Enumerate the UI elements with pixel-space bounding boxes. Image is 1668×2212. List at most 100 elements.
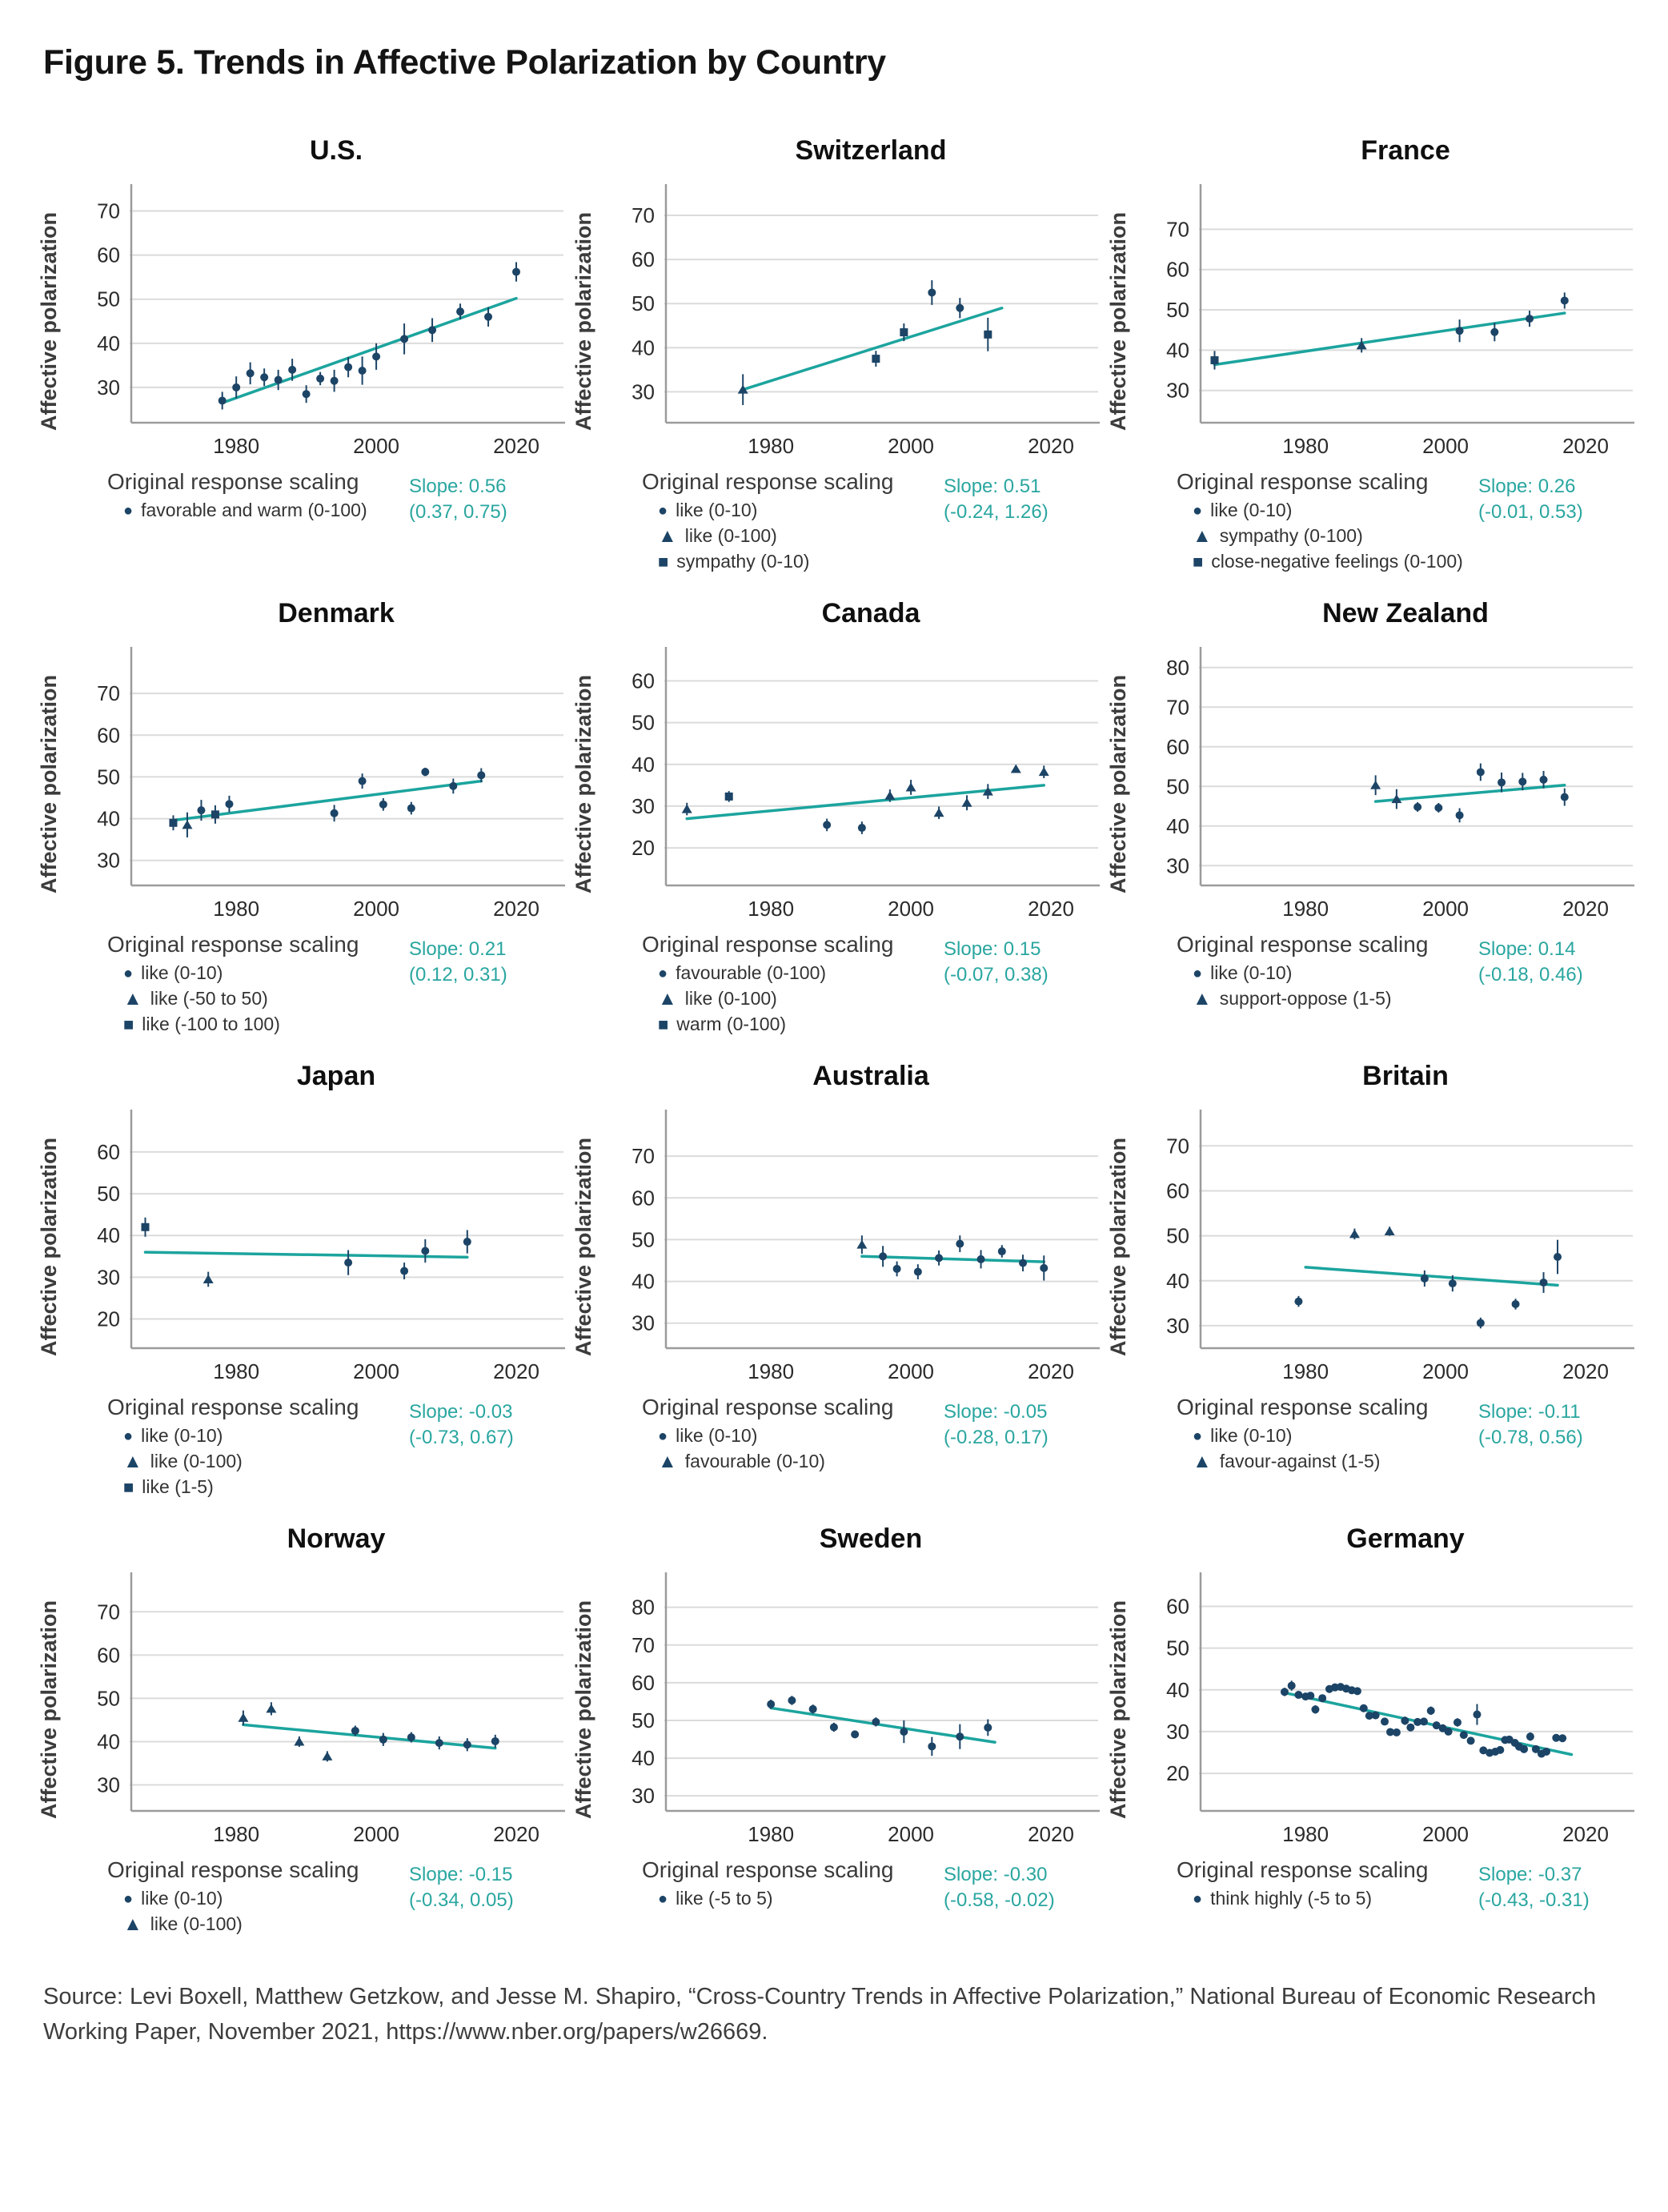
data-point <box>1455 327 1464 335</box>
plot-row: Affective polarization 30 40 50 60 70 1980 2000… <box>37 1564 565 1854</box>
data-point <box>1432 1721 1441 1730</box>
data-point <box>1490 327 1499 336</box>
legend-row: Original response scaling ● favorable and … <box>37 469 565 526</box>
y-axis-label: Affective polarization <box>571 211 595 431</box>
chart-panel-britain: Britain Affective polarization 30 40 50 60 70 1… <box>1106 1056 1634 1498</box>
x-tick-label: 2000 <box>1422 434 1469 458</box>
legend-label: like (0-10) <box>676 500 758 520</box>
y-tick-label: 30 <box>97 1773 120 1797</box>
legend-item: ■ like (-100 to 100) <box>123 1014 409 1035</box>
data-point <box>1459 1731 1468 1740</box>
chart-title: Switzerland <box>795 135 947 166</box>
chart-title: Sweden <box>819 1524 923 1554</box>
data-point <box>407 804 415 813</box>
data-point <box>1359 1704 1368 1712</box>
plot-row: Affective polarization 30 40 50 60 70 1980 2000… <box>1106 1102 1634 1391</box>
y-tick-label: 70 <box>632 1144 655 1168</box>
y-tick-label: 30 <box>1166 1314 1189 1338</box>
legend-label: like (0-10) <box>141 1425 223 1446</box>
legend-item: ■ sympathy (0-10) <box>658 551 944 572</box>
data-point <box>956 303 964 312</box>
y-tick-label: 50 <box>1166 1224 1189 1248</box>
x-tick-label: 2020 <box>1028 1822 1074 1846</box>
data-point <box>1356 340 1367 350</box>
trend-line <box>171 779 483 822</box>
data-point <box>1498 778 1506 787</box>
data-point <box>788 1696 796 1705</box>
y-tick-label: 30 <box>97 375 120 399</box>
slope-ci: (-0.58, -0.02) <box>944 1889 1055 1912</box>
chart-panel-u-s: U.S. Affective polarization 30 40 50 60 70 1980… <box>37 130 565 572</box>
slope-ci: (0.37, 0.75) <box>409 501 507 524</box>
chart-plot: 30 40 50 60 70 1980 2000 2020 <box>632 1110 1100 1383</box>
data-point <box>1526 1732 1534 1741</box>
chart-title: Australia <box>812 1061 929 1091</box>
legend-marker-square: ■ <box>658 1014 669 1034</box>
slope-value: Slope: 0.51 <box>944 476 1041 497</box>
data-point <box>232 383 241 391</box>
x-tick-label: 1980 <box>748 434 794 458</box>
data-point <box>1391 794 1402 804</box>
data-point <box>1526 315 1534 323</box>
chart-title: U.S. <box>309 135 363 166</box>
y-tick-label: 70 <box>1166 695 1189 719</box>
y-axis-label: Affective polarization <box>37 674 61 893</box>
legend-marker-triangle: ▲ <box>1193 987 1212 1010</box>
y-tick-label: 60 <box>97 1140 120 1164</box>
slope-annotation: Slope: -0.03 (-0.73, 0.67) <box>409 1395 565 1498</box>
chart-title: Canada <box>821 598 920 628</box>
data-point <box>1558 1734 1567 1743</box>
figure-page: Figure 5. Trends in Affective Polarizati… <box>37 43 1634 2045</box>
trend-line <box>242 1723 497 1750</box>
data-point <box>956 1732 964 1741</box>
y-tick-label: 70 <box>1166 1134 1189 1158</box>
data-point <box>218 396 227 405</box>
x-tick-label: 1980 <box>213 434 259 458</box>
legend-marker-square: ■ <box>1193 551 1204 572</box>
data-point <box>879 1252 888 1261</box>
y-axis-label: Affective polarization <box>571 1137 595 1356</box>
slope-ci: (-0.24, 1.26) <box>944 501 1049 524</box>
trend-line <box>1373 784 1566 803</box>
chart-title: Norway <box>287 1524 386 1554</box>
data-point <box>1318 1694 1327 1703</box>
x-tick-label: 2020 <box>1028 1359 1074 1383</box>
chart-title: France <box>1361 135 1450 166</box>
y-tick-label: 60 <box>97 243 120 267</box>
y-tick-label: 50 <box>1166 774 1189 798</box>
legend-item: ■ like (1-5) <box>123 1476 409 1498</box>
legend-item: ■ warm (0-100) <box>658 1014 944 1035</box>
legend-item: ▲ favourable (0-10) <box>658 1451 944 1472</box>
legend-label: like (-5 to 5) <box>676 1888 773 1909</box>
y-axis-label: Affective polarization <box>37 1600 61 1819</box>
data-point <box>1010 764 1021 773</box>
legend-marker-circle: ● <box>1193 964 1203 982</box>
legend-label: like (0-10) <box>141 962 223 983</box>
y-tick-label: 50 <box>632 711 655 735</box>
legend-item: ■ close-negative feelings (0-100) <box>1193 551 1478 572</box>
y-tick-label: 30 <box>632 1311 655 1335</box>
data-point <box>767 1700 776 1708</box>
legend-title: Original response scaling <box>642 932 894 957</box>
data-point <box>933 808 944 817</box>
legend-title: Original response scaling <box>642 469 894 494</box>
chart-panel-japan: Japan Affective polarization 20 30 40 50 60 198… <box>37 1056 565 1498</box>
data-point <box>823 821 832 829</box>
legend-row: Original response scaling ● think highly (… <box>1106 1857 1634 1914</box>
chart-panel-germany: Germany Affective polarization 20 30 40 50 60 1… <box>1106 1519 1634 1935</box>
legend-label: like (0-10) <box>1210 962 1293 983</box>
legend-title: Original response scaling <box>107 932 359 957</box>
y-tick-label: 50 <box>97 765 120 789</box>
data-point <box>857 824 866 833</box>
data-point <box>1455 811 1464 820</box>
legend-item: ● like (0-10) <box>1193 500 1478 521</box>
data-point <box>456 307 465 316</box>
slope-value: Slope: -0.37 <box>1478 1864 1582 1885</box>
slope-value: Slope: -0.15 <box>409 1864 513 1885</box>
legend-row: Original response scaling ● like (0-10) ▲ li… <box>37 1395 565 1498</box>
legend-item: ● like (0-10) <box>1193 1425 1478 1447</box>
x-tick-label: 1980 <box>1282 1359 1329 1383</box>
data-point <box>961 797 972 807</box>
data-point <box>1496 1745 1505 1754</box>
data-point <box>1210 355 1219 364</box>
